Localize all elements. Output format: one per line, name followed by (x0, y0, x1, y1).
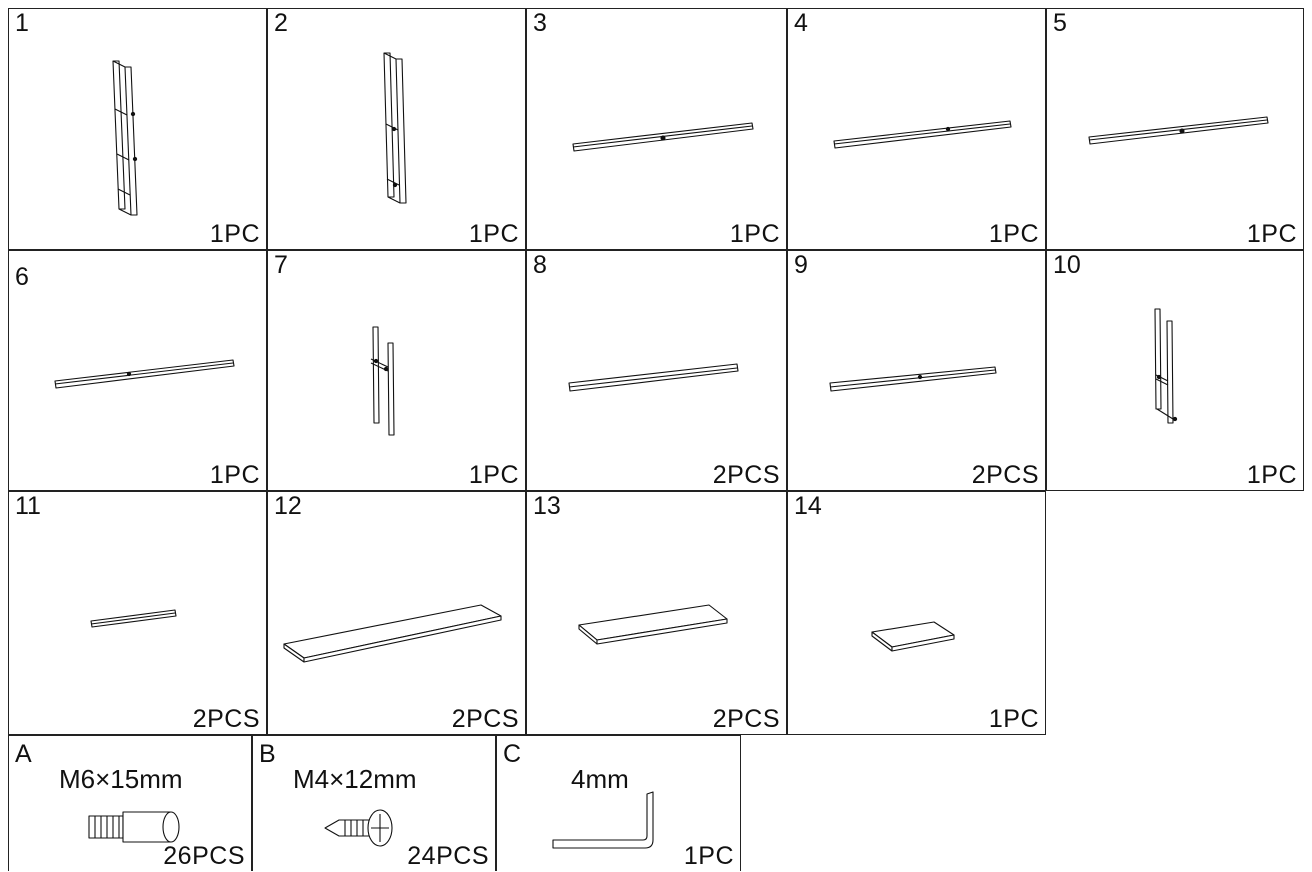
part-card-1: 1 1PC (8, 8, 267, 250)
hardware-quantity: 26PCS (163, 842, 245, 870)
hardware-spec: 4mm (571, 764, 629, 794)
frame-panel-icon (112, 60, 138, 216)
short-rail-icon (90, 609, 177, 628)
part-quantity: 1PC (1246, 220, 1297, 248)
part-quantity: 2PCS (451, 705, 519, 733)
hardware-letter: C (503, 740, 522, 768)
upright-bars-icon (370, 326, 395, 436)
part-quantity: 1PC (209, 220, 260, 248)
part-number: 13 (533, 492, 561, 520)
long-rail-icon (833, 120, 1012, 149)
part-number: 11 (15, 492, 41, 520)
allen-key-icon (552, 791, 654, 849)
hardware-spec: M4×12mm (293, 764, 417, 794)
hardware-quantity: 24PCS (407, 842, 489, 870)
part-card-6: 6 1PC (8, 250, 267, 491)
part-number: 8 (533, 251, 547, 279)
frame-panel-icon (383, 52, 407, 204)
part-quantity: 1PC (988, 220, 1039, 248)
part-number: 1 (15, 9, 29, 37)
long-rail-icon (568, 363, 739, 392)
part-quantity: 2PCS (971, 461, 1039, 489)
part-card-11: 11 2PCS (8, 491, 267, 735)
hardware-letter: A (15, 740, 32, 768)
part-number: 12 (274, 492, 302, 520)
long-shelf-board-icon (283, 604, 502, 663)
part-card-5: 5 1PC (1046, 8, 1304, 250)
part-number: 9 (794, 251, 808, 279)
part-card-14: 14 1PC (787, 491, 1046, 735)
part-card-4: 4 1PC (787, 8, 1046, 250)
part-quantity: 1PC (468, 461, 519, 489)
part-quantity: 1PC (209, 461, 260, 489)
hardware-card-a: A M6×15mm 26PCS (8, 735, 252, 871)
bolt-icon (88, 811, 180, 843)
upright-frame-icon (1154, 308, 1178, 424)
hardware-card-b: B M4×12mm 24PCS (252, 735, 496, 871)
part-card-13: 13 2PCS (526, 491, 787, 735)
hardware-card-c: C 4mm 1PC (496, 735, 741, 871)
hardware-letter: B (259, 740, 276, 768)
part-number: 6 (15, 263, 29, 291)
long-rail-icon (572, 122, 754, 152)
part-quantity: 2PCS (192, 705, 260, 733)
part-quantity: 1PC (1246, 461, 1297, 489)
hardware-quantity: 1PC (683, 842, 734, 870)
part-quantity: 2PCS (712, 461, 780, 489)
part-quantity: 1PC (468, 220, 519, 248)
long-rail-icon (54, 359, 235, 389)
part-card-8: 8 2PCS (526, 250, 787, 491)
part-card-3: 3 1PC (526, 8, 787, 250)
part-number: 2 (274, 9, 288, 37)
long-rail-icon (829, 366, 997, 392)
part-number: 7 (274, 251, 288, 279)
part-number: 3 (533, 9, 547, 37)
medium-shelf-board-icon (578, 604, 728, 645)
part-number: 10 (1053, 251, 1081, 279)
part-number: 5 (1053, 9, 1067, 37)
part-card-2: 2 1PC (267, 8, 526, 250)
long-rail-icon (1088, 116, 1269, 145)
part-number: 14 (794, 492, 822, 520)
hardware-spec: M6×15mm (59, 764, 183, 794)
part-card-10: 10 1PC (1046, 250, 1304, 491)
part-quantity: 2PCS (712, 705, 780, 733)
small-shelf-board-icon (871, 621, 955, 652)
part-card-7: 7 1PC (267, 250, 526, 491)
part-quantity: 1PC (729, 220, 780, 248)
screw-icon (324, 809, 393, 847)
part-quantity: 1PC (988, 705, 1039, 733)
part-card-12: 12 2PCS (267, 491, 526, 735)
part-card-9: 9 2PCS (787, 250, 1046, 491)
part-number: 4 (794, 9, 808, 37)
